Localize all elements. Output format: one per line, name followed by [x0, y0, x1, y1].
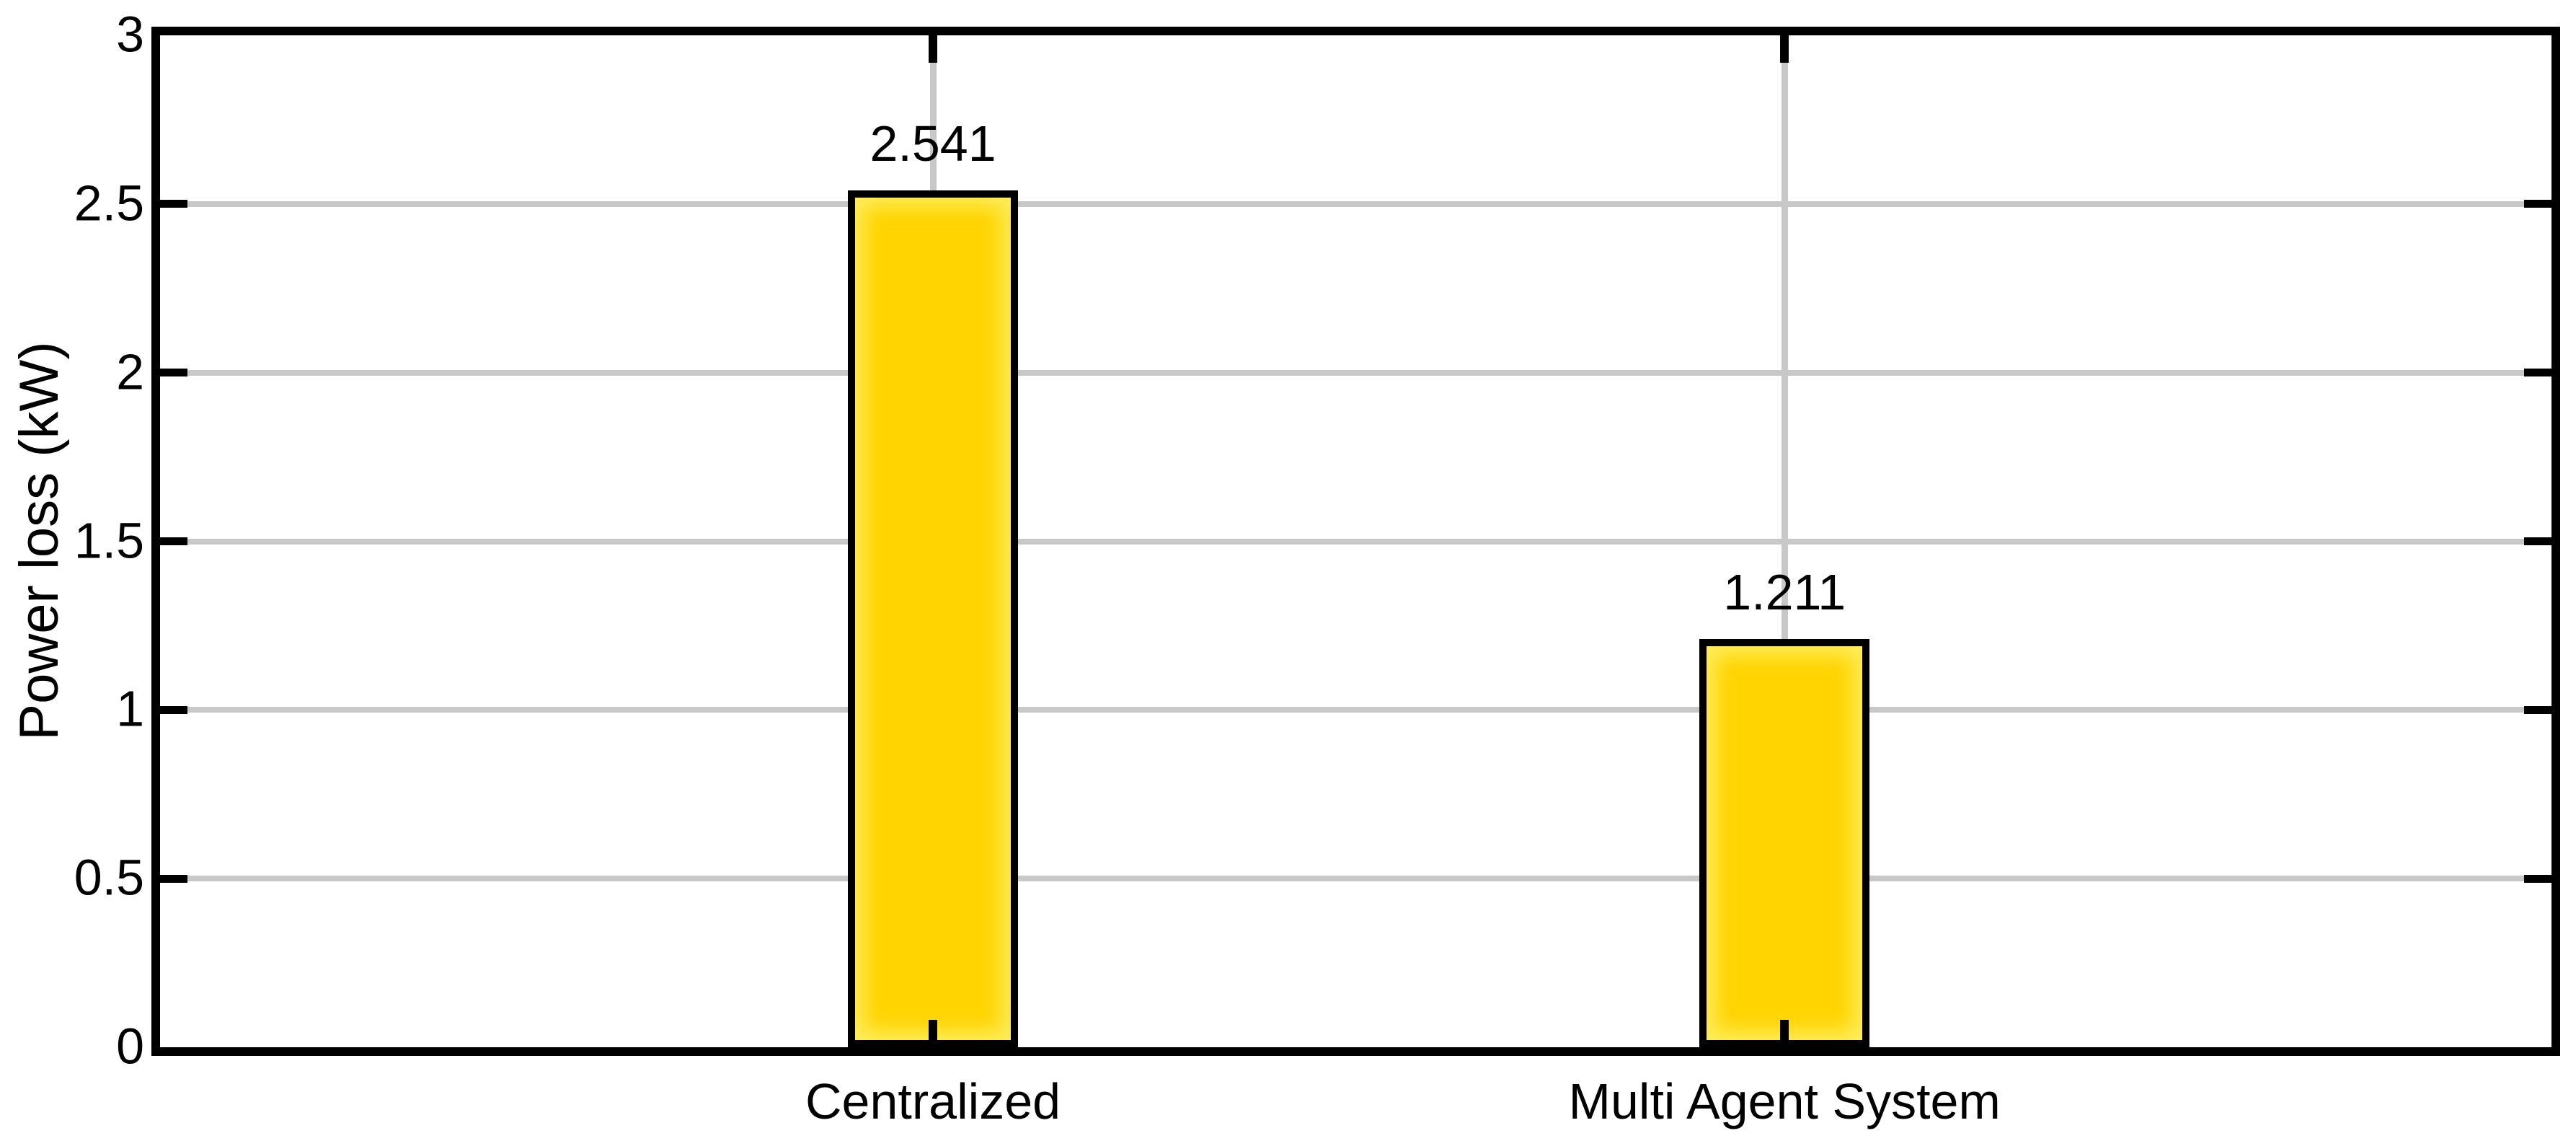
- y-tick-right: [2524, 369, 2551, 377]
- y-tick-right: [2524, 874, 2551, 883]
- bar: [1699, 638, 1870, 1047]
- horizontal-gridline: [160, 538, 2551, 545]
- y-tick-label: 2: [116, 343, 144, 400]
- x-tick-top: [929, 35, 938, 63]
- y-tick-right: [2524, 200, 2551, 208]
- y-tick-right: [2524, 537, 2551, 545]
- horizontal-gridline: [160, 876, 2551, 882]
- y-tick-label: 1.5: [74, 512, 144, 569]
- horizontal-gridline: [160, 707, 2551, 713]
- x-category-label: Centralized: [805, 1073, 1061, 1129]
- plot-area: [151, 27, 2560, 1056]
- y-tick-label: 0.5: [74, 849, 144, 906]
- y-tick-left: [160, 200, 187, 208]
- x-category-label: Multi Agent System: [1568, 1073, 2001, 1129]
- bar-value-label: 1.211: [1723, 563, 1846, 620]
- x-tick-bottom: [1780, 1020, 1789, 1047]
- y-tick-label: 3: [116, 6, 144, 63]
- vertical-gridline: [1781, 35, 1788, 1047]
- y-tick-label: 1: [116, 680, 144, 737]
- y-tick-left: [160, 369, 187, 377]
- y-tick-left: [160, 874, 187, 883]
- bar-value-label: 2.541: [869, 115, 996, 172]
- y-tick-left: [160, 705, 187, 714]
- horizontal-gridline: [160, 369, 2551, 376]
- y-tick-label: 0: [116, 1018, 144, 1075]
- bar: [848, 190, 1019, 1047]
- y-tick-label: 2.5: [74, 175, 144, 232]
- horizontal-gridline: [160, 201, 2551, 207]
- x-tick-bottom: [929, 1020, 938, 1047]
- x-tick-top: [1780, 35, 1789, 63]
- y-tick-left: [160, 537, 187, 545]
- y-tick-right: [2524, 705, 2551, 714]
